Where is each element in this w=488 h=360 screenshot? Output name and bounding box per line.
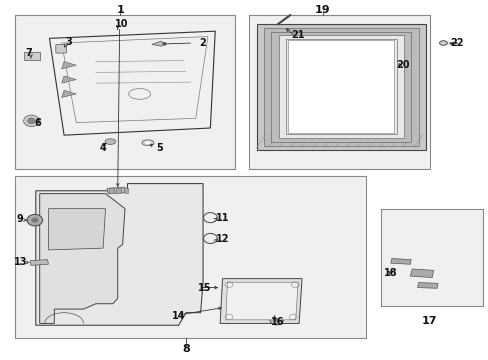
Polygon shape xyxy=(40,194,125,323)
Text: 6: 6 xyxy=(34,118,41,128)
Polygon shape xyxy=(152,41,166,46)
Bar xyxy=(116,188,121,193)
Circle shape xyxy=(269,315,283,325)
Text: 13: 13 xyxy=(14,257,27,267)
Bar xyxy=(109,188,114,193)
Circle shape xyxy=(273,318,279,322)
Polygon shape xyxy=(288,40,393,134)
Text: 2: 2 xyxy=(199,38,206,48)
Polygon shape xyxy=(30,260,48,265)
Polygon shape xyxy=(61,76,76,83)
Text: 3: 3 xyxy=(65,37,72,47)
Ellipse shape xyxy=(395,64,400,66)
Text: 5: 5 xyxy=(156,143,162,153)
Circle shape xyxy=(27,215,42,226)
Bar xyxy=(15,15,234,169)
Polygon shape xyxy=(61,90,76,98)
Polygon shape xyxy=(225,282,298,320)
Text: 16: 16 xyxy=(270,317,284,327)
Ellipse shape xyxy=(144,141,151,144)
Text: 15: 15 xyxy=(197,283,211,293)
Text: 12: 12 xyxy=(215,234,229,244)
Circle shape xyxy=(27,118,35,124)
Text: 14: 14 xyxy=(172,311,185,321)
Text: 11: 11 xyxy=(215,213,229,222)
Bar xyxy=(15,176,366,338)
Polygon shape xyxy=(107,187,125,194)
Text: 8: 8 xyxy=(182,344,189,354)
Circle shape xyxy=(23,115,39,127)
Polygon shape xyxy=(271,32,410,142)
Polygon shape xyxy=(48,209,105,250)
Polygon shape xyxy=(417,283,437,288)
Bar xyxy=(249,15,429,169)
Text: 7: 7 xyxy=(25,48,32,58)
Text: 1: 1 xyxy=(116,5,124,15)
Text: 20: 20 xyxy=(395,60,409,70)
Circle shape xyxy=(31,218,38,223)
Ellipse shape xyxy=(392,62,403,68)
Ellipse shape xyxy=(105,139,116,144)
Text: 22: 22 xyxy=(449,38,463,48)
Polygon shape xyxy=(220,279,302,323)
Bar xyxy=(24,51,40,59)
Ellipse shape xyxy=(142,140,154,145)
Polygon shape xyxy=(390,258,410,264)
Polygon shape xyxy=(278,35,403,138)
Text: 10: 10 xyxy=(115,19,128,29)
Polygon shape xyxy=(264,28,418,146)
Text: 17: 17 xyxy=(421,316,437,325)
Text: 21: 21 xyxy=(291,30,304,40)
Ellipse shape xyxy=(439,41,447,45)
Polygon shape xyxy=(409,269,433,278)
Text: 18: 18 xyxy=(383,268,397,278)
FancyBboxPatch shape xyxy=(56,44,66,53)
Bar xyxy=(123,188,128,193)
Text: 9: 9 xyxy=(17,215,23,224)
Polygon shape xyxy=(256,24,425,149)
Polygon shape xyxy=(285,39,396,134)
Bar xyxy=(380,209,483,306)
Text: 4: 4 xyxy=(100,143,106,153)
Polygon shape xyxy=(36,184,203,325)
Text: 19: 19 xyxy=(314,5,330,15)
Polygon shape xyxy=(61,62,76,69)
